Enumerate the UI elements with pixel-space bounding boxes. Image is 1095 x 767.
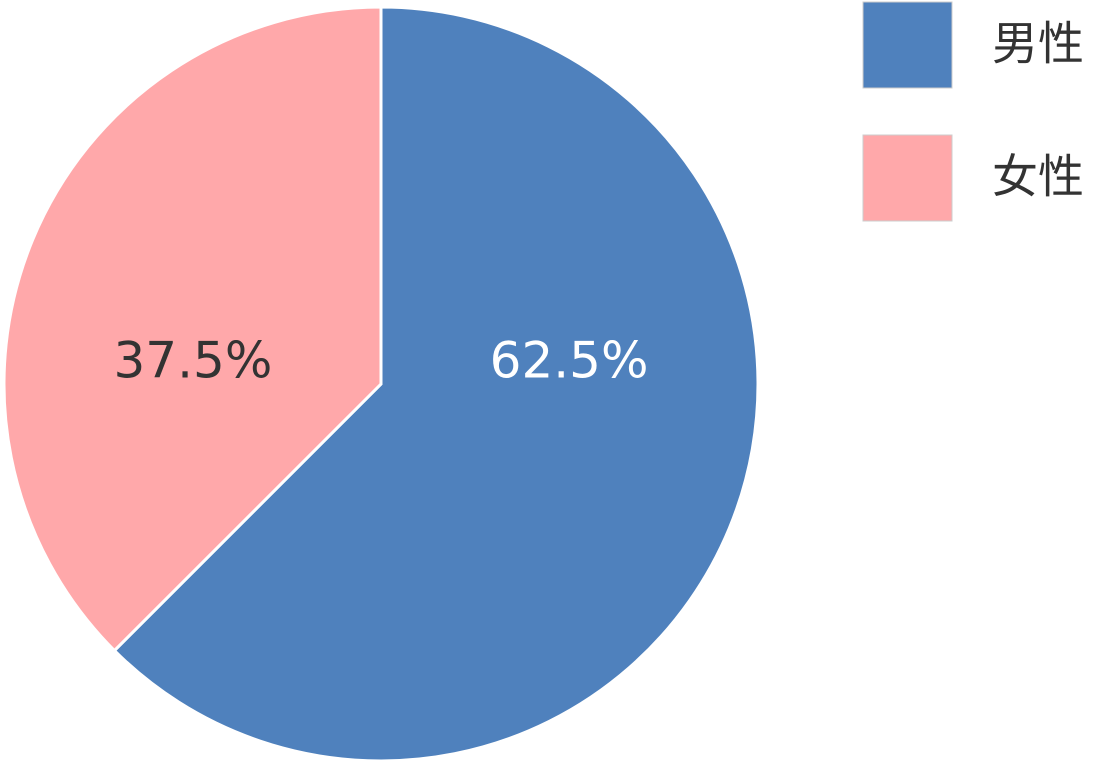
legend-swatch	[862, 134, 953, 222]
value-label: 37.5%	[113, 332, 272, 390]
pie-slice	[112, 5, 760, 763]
legend-swatch	[862, 1, 953, 89]
legend-label: 女性	[992, 150, 1084, 204]
value-label: 62.5%	[490, 332, 649, 390]
pie-slice	[2, 5, 383, 653]
legend-label: 男性	[992, 17, 1084, 71]
